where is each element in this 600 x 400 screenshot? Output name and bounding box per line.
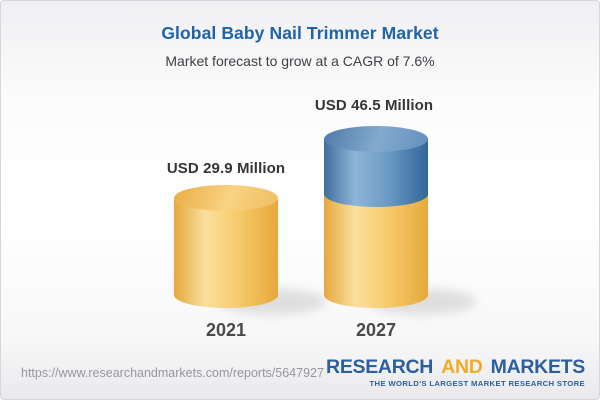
bar-2027-cylinder xyxy=(324,126,428,309)
chart-title: Global Baby Nail Trimmer Market xyxy=(161,23,439,43)
research-and-markets-logo: RESEARCH AND MARKETS THE WORLD'S LARGEST… xyxy=(326,357,585,388)
bar-2021-cylinder xyxy=(174,185,278,309)
bar-2021-category-label: 2021 xyxy=(205,320,247,340)
bar-2027-base-segment xyxy=(324,194,428,308)
bar-2021-top-ellipse xyxy=(174,185,278,211)
logo-tagline: THE WORLD'S LARGEST MARKET RESEARCH STOR… xyxy=(369,379,585,388)
chart-subtitle: Market forecast to grow at a CAGR of 7.6… xyxy=(165,53,435,69)
logo-wordmark: RESEARCH AND MARKETS xyxy=(326,357,585,377)
bar-2027-top-ellipse xyxy=(324,126,428,152)
bar-2021-value-label: USD 29.9 Million xyxy=(166,160,286,177)
logo-word-markets: MARKETS xyxy=(490,356,586,378)
logo-word-and: AND xyxy=(441,356,483,378)
bar-2021-base-segment xyxy=(174,198,278,308)
report-url: https://www.researchandmarkets.com/repor… xyxy=(21,366,324,380)
logo-word-research: RESEARCH xyxy=(326,356,434,378)
bar-2027-value-label: USD 46.5 Million xyxy=(314,97,434,114)
bar-2027-category-label: 2027 xyxy=(355,320,397,340)
